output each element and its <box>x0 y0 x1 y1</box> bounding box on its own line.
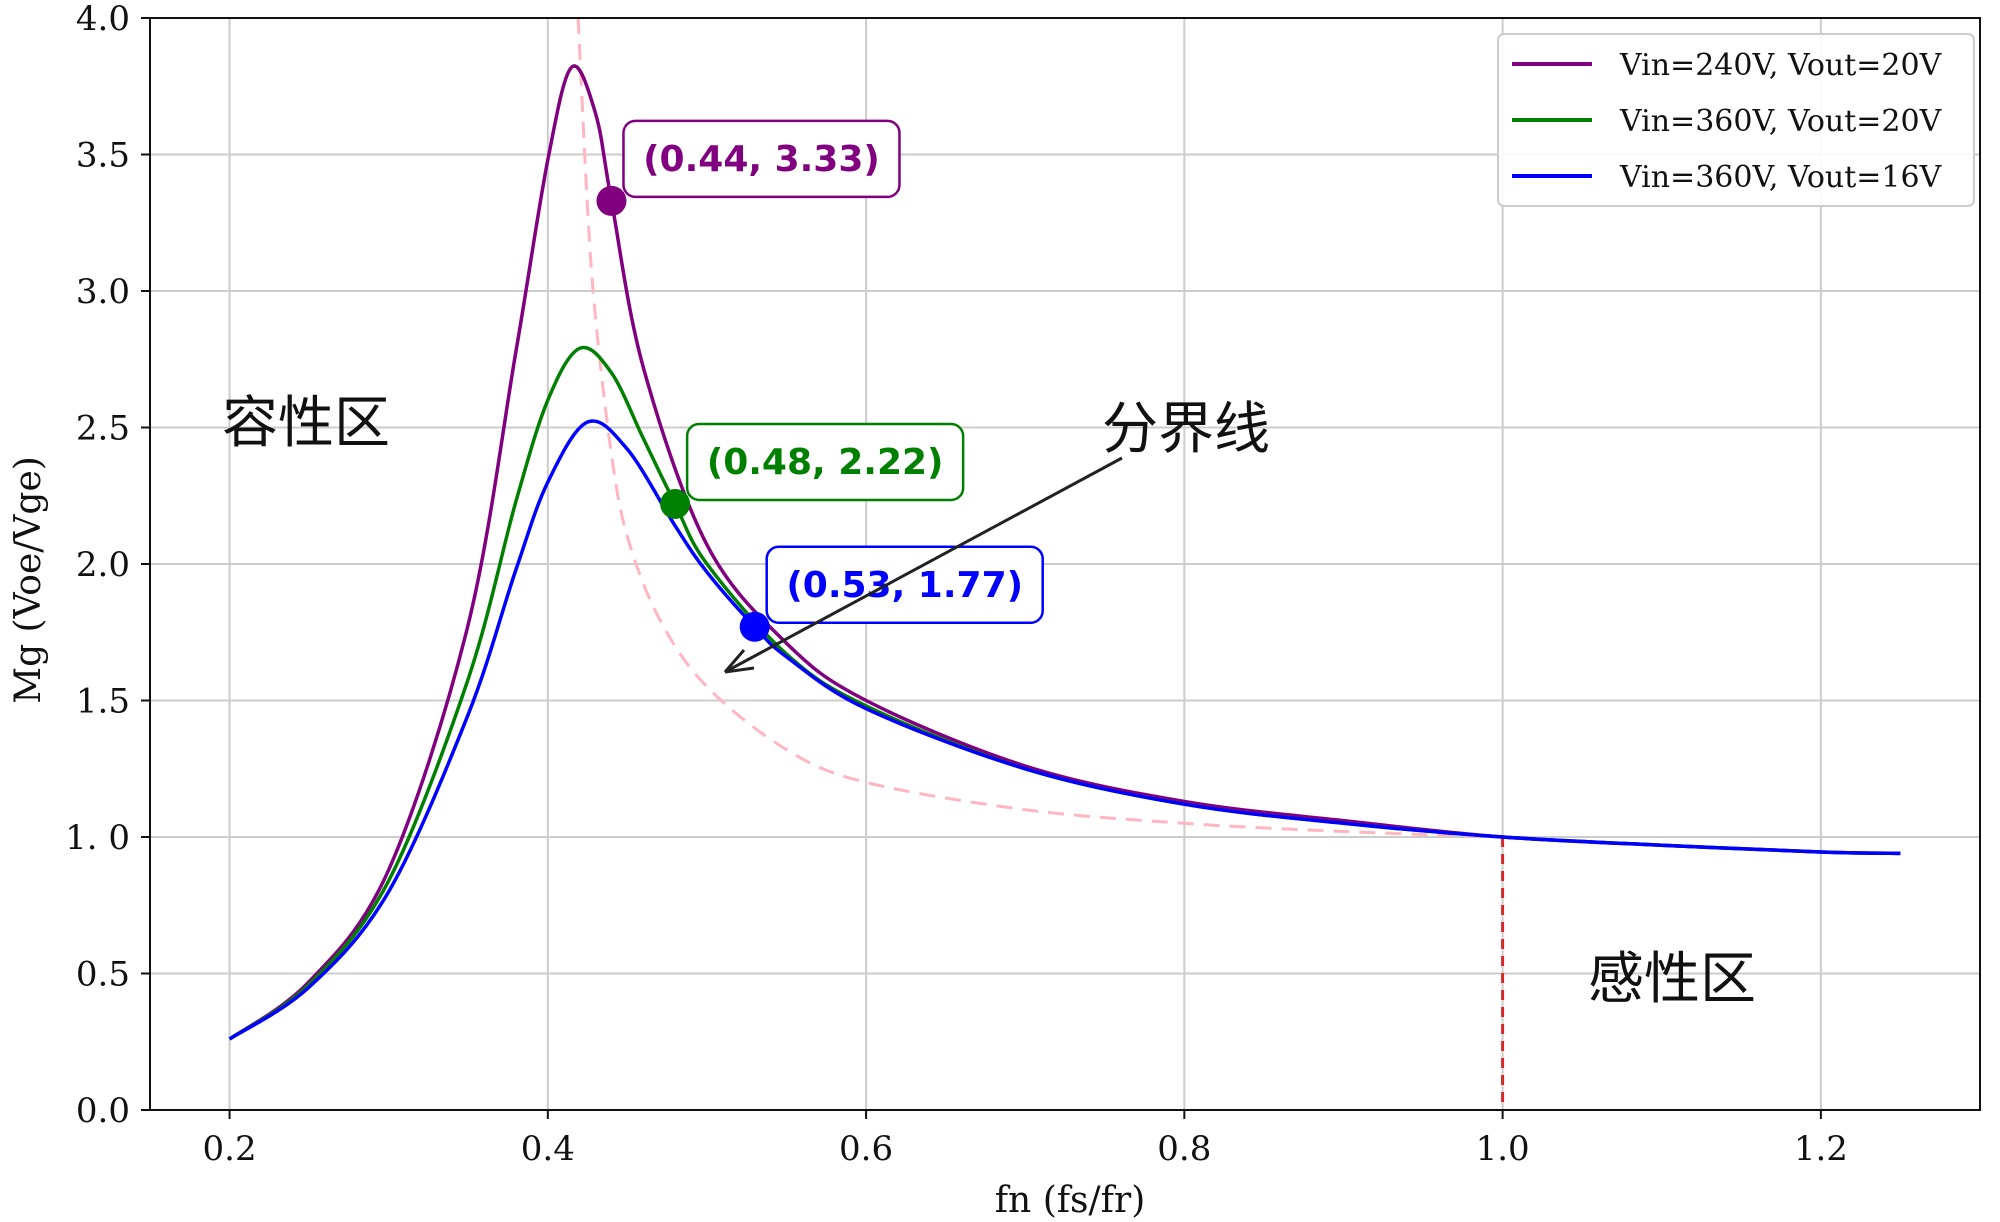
capacitive-region-label: 容性区 <box>222 391 390 456</box>
legend-box <box>1497 33 1975 207</box>
legend: Vin=240V, Vout=20V Vin=360V, Vout=20V Vin=… <box>1497 33 1975 207</box>
annotation-label-1: (0.44, 3.33) <box>643 139 880 180</box>
x-tick-label: 1.2 <box>1794 1129 1848 1169</box>
legend-label-3: Vin=360V, Vout=16V <box>1619 160 1943 195</box>
inductive-region-label: 感性区 <box>1588 947 1756 1012</box>
x-tick-label: 0.4 <box>521 1129 575 1169</box>
boundary-arrow-head <box>723 649 755 674</box>
y-tick-label: 2.5 <box>76 409 130 449</box>
x-tick-label: 0.8 <box>1157 1129 1211 1169</box>
y-tick-label: 2.0 <box>76 545 130 585</box>
annotation-point-3 <box>739 611 770 642</box>
annotation-labels: (0.44, 3.33) (0.48, 2.22) (0.53, 1.77) <box>622 119 1044 625</box>
boundary-curve <box>576 17 1503 839</box>
boundary-arrow <box>724 456 1123 674</box>
annotation-label-3: (0.53, 1.77) <box>786 565 1023 606</box>
boundary-line-label: 分界线 <box>1102 397 1270 462</box>
series-line-1 <box>228 64 1901 1041</box>
y-axis-label: Mg (Voe/Vge) <box>8 456 49 704</box>
y-tick-label: 4.0 <box>76 0 130 39</box>
legend-label-2: Vin=360V, Vout=20V <box>1619 104 1943 139</box>
annotation-box-2 <box>685 422 965 502</box>
y-tick-label: 0.0 <box>76 1091 130 1131</box>
y-tick-label: 3.5 <box>76 136 130 176</box>
tick-labels: 0.2 0.4 0.6 0.8 1.0 1.2 0.0 0.5 1. 0 1.5 2.0 2.5 3.0… <box>65 0 1848 1169</box>
annotation-point-2 <box>660 488 691 519</box>
series-lines <box>228 64 1901 1041</box>
boundary-curve-group <box>576 17 1503 839</box>
annotation-points <box>596 185 770 642</box>
annotation-label-2: (0.48, 2.22) <box>707 442 944 483</box>
y-tick-label: 0.5 <box>76 955 130 995</box>
x-tick-label: 0.6 <box>839 1129 893 1169</box>
y-tick-label: 1. 0 <box>65 818 130 858</box>
annotation-box-1 <box>622 119 901 199</box>
y-tick-label: 1.5 <box>76 682 130 722</box>
series-line-2 <box>228 345 1901 1041</box>
x-tick-label: 0.2 <box>203 1129 257 1169</box>
x-tick-label: 1.0 <box>1476 1129 1530 1169</box>
annotation-box-3 <box>765 545 1044 625</box>
x-axis-label: fn (fs/fr) <box>995 1180 1146 1221</box>
annotation-point-1 <box>596 185 627 216</box>
legend-label-1: Vin=240V, Vout=20V <box>1619 48 1943 83</box>
y-tick-label: 3.0 <box>76 272 130 312</box>
